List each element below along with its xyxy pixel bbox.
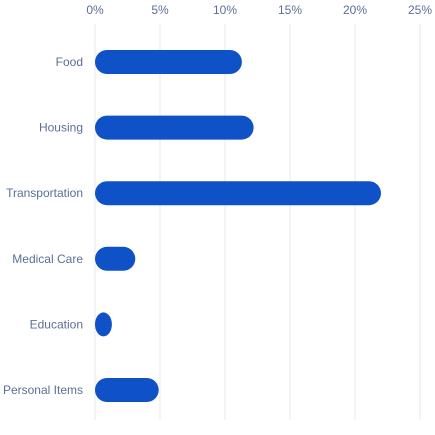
category-label: Housing [39, 121, 83, 135]
bar-food[interactable] [95, 50, 242, 74]
category-label: Food [56, 55, 83, 69]
category-label: Education [30, 317, 83, 331]
bar-education[interactable] [95, 312, 112, 337]
category-label: Medical Care [12, 252, 83, 266]
category-label: Personal Items [3, 383, 83, 397]
x-tick-label: 10% [213, 3, 237, 17]
bar-housing[interactable] [95, 115, 254, 140]
category-labels: Food Housing Transportation Medical Care Edu… [3, 55, 83, 397]
x-tick-label: 15% [278, 3, 302, 17]
x-tick-label: 25% [408, 3, 432, 17]
x-tick-label: 20% [343, 3, 367, 17]
bars [95, 50, 381, 402]
x-axis-tick-labels: 0% 5% 10% 15% 20% 25% [86, 3, 432, 17]
x-tick-label: 5% [151, 3, 169, 17]
bar-medical-care[interactable] [95, 246, 136, 271]
bar-personal-items[interactable] [95, 378, 159, 402]
x-tick-label: 0% [86, 3, 104, 17]
category-label: Transportation [6, 186, 83, 200]
bar-transportation[interactable] [95, 181, 381, 206]
grid-lines [94, 24, 421, 420]
